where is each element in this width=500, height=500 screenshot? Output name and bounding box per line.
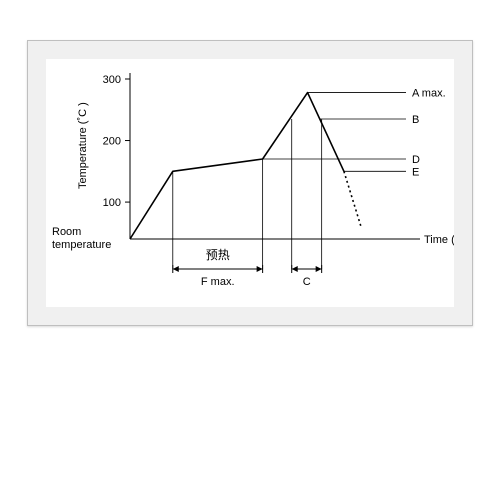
svg-text:F max.: F max. xyxy=(201,276,235,288)
svg-text:预热: 预热 xyxy=(206,248,230,262)
svg-text:temperature: temperature xyxy=(52,239,111,251)
svg-text:Time (s): Time (s) xyxy=(424,234,454,246)
svg-text:100: 100 xyxy=(103,197,121,209)
svg-text:C: C xyxy=(303,276,311,288)
svg-text:E: E xyxy=(412,166,419,178)
page: 100 200 300 Temperature (˚C ) Roomtemperatur… xyxy=(0,0,500,500)
svg-text:Temperature (˚C ): Temperature (˚C ) xyxy=(77,102,89,189)
svg-text:200: 200 xyxy=(103,136,121,148)
svg-text:D: D xyxy=(412,154,420,166)
chart-inner: 100 200 300 Temperature (˚C ) Roomtemperatur… xyxy=(46,59,454,307)
svg-text:300: 300 xyxy=(103,74,121,86)
svg-text:B: B xyxy=(412,114,419,126)
svg-text:A max.: A max. xyxy=(412,88,446,100)
chart-panel: 100 200 300 Temperature (˚C ) Roomtemperatur… xyxy=(27,40,473,326)
svg-text:Room: Room xyxy=(52,226,81,238)
reflow-profile-chart: 100 200 300 Temperature (˚C ) Roomtemperatur… xyxy=(46,59,454,307)
